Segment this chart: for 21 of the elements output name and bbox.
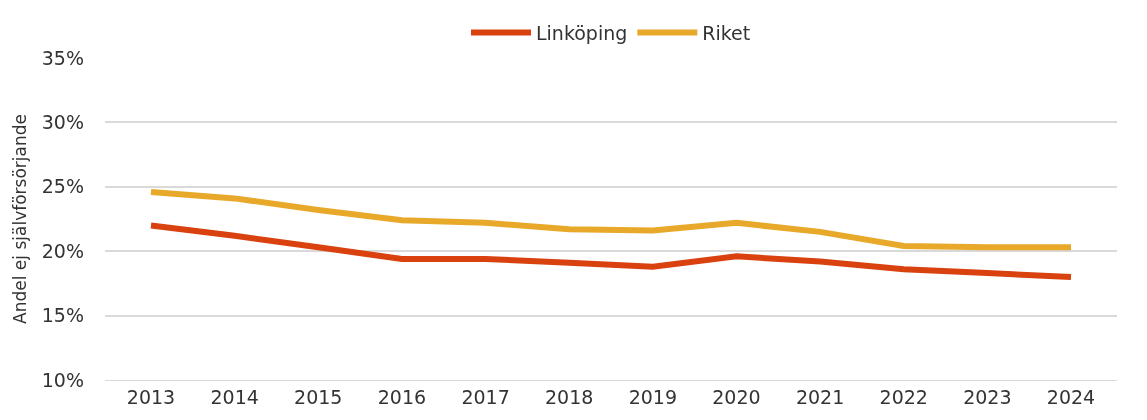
- x-tick-label: 2020: [712, 385, 761, 408]
- x-tick-label: 2021: [795, 385, 845, 408]
- y-tick-label: 35%: [41, 46, 84, 69]
- x-tick-label: 2018: [545, 385, 594, 408]
- legend-label: Linköping: [536, 21, 628, 44]
- y-tick-label: 10%: [41, 368, 84, 391]
- x-tick-label: 2023: [963, 385, 1012, 408]
- y-tick-label: 20%: [41, 239, 84, 262]
- x-tick-label: 2022: [879, 385, 928, 408]
- y-tick-label: 15%: [41, 304, 84, 327]
- x-tick-label: 2015: [294, 385, 343, 408]
- legend-label: Riket: [702, 21, 751, 44]
- x-tick-label: 2017: [461, 385, 510, 408]
- y-tick-label: 30%: [41, 111, 84, 134]
- x-tick-label: 2019: [628, 385, 677, 408]
- x-tick-label: 2014: [210, 385, 259, 408]
- x-tick-label: 2024: [1046, 385, 1096, 408]
- x-tick-label: 2013: [126, 385, 176, 408]
- y-axis-title: Andel ej självförsörjande: [10, 114, 31, 324]
- x-tick-label: 2016: [377, 385, 427, 408]
- y-tick-label: 25%: [41, 175, 84, 198]
